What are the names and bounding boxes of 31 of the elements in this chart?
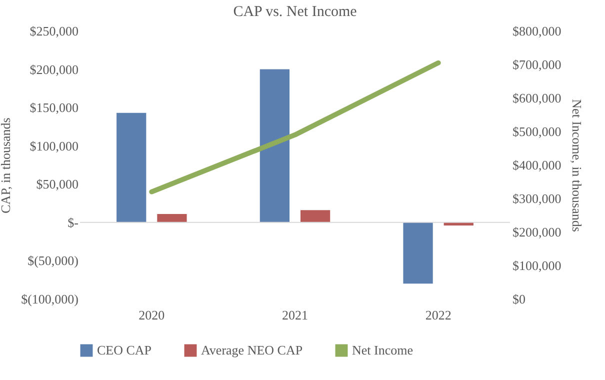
legend-label: Average NEO CAP [201, 342, 303, 358]
y-tick-label: $200,000 [30, 62, 78, 77]
x-tick-label: 2020 [138, 308, 165, 322]
bar [116, 112, 146, 222]
bar [260, 69, 290, 222]
y2-tick-label: $300,000 [512, 191, 562, 206]
y-tick-label: $150,000 [30, 100, 78, 116]
y-tick-label: $(50,000) [28, 253, 78, 268]
y-tick-label: $50,000 [36, 176, 78, 192]
y-axis-title: CAP, in thousands [0, 118, 14, 214]
y2-tick-label: $500,000 [512, 124, 562, 139]
legend-label: CEO CAP [97, 342, 152, 358]
y2-tick-label: $200,000 [512, 224, 562, 240]
x-tick-label: 2022 [425, 308, 452, 322]
y2-tick-label: $0 [512, 292, 526, 306]
bar [300, 210, 330, 222]
y2-axis-title: Net Income, in thousands [569, 99, 584, 232]
y2-tick-label: $100,000 [512, 258, 562, 273]
y2-tick-label: $800,000 [512, 24, 562, 38]
x-tick-label: 2021 [282, 308, 308, 322]
y2-tick-label: $400,000 [512, 158, 562, 172]
bar [157, 214, 187, 222]
bar [403, 222, 433, 284]
y2-tick-label: $700,000 [512, 57, 562, 72]
y-tick-label: $- [68, 214, 78, 230]
legend-label: Net Income [352, 342, 414, 358]
y-tick-label: $250,000 [30, 24, 78, 38]
chart-title: CAP vs. Net Income [233, 4, 358, 20]
y-tick-label: $100,000 [30, 138, 78, 154]
y-tick-label: $(100,000) [21, 292, 78, 306]
y2-tick-label: $600,000 [512, 90, 562, 106]
